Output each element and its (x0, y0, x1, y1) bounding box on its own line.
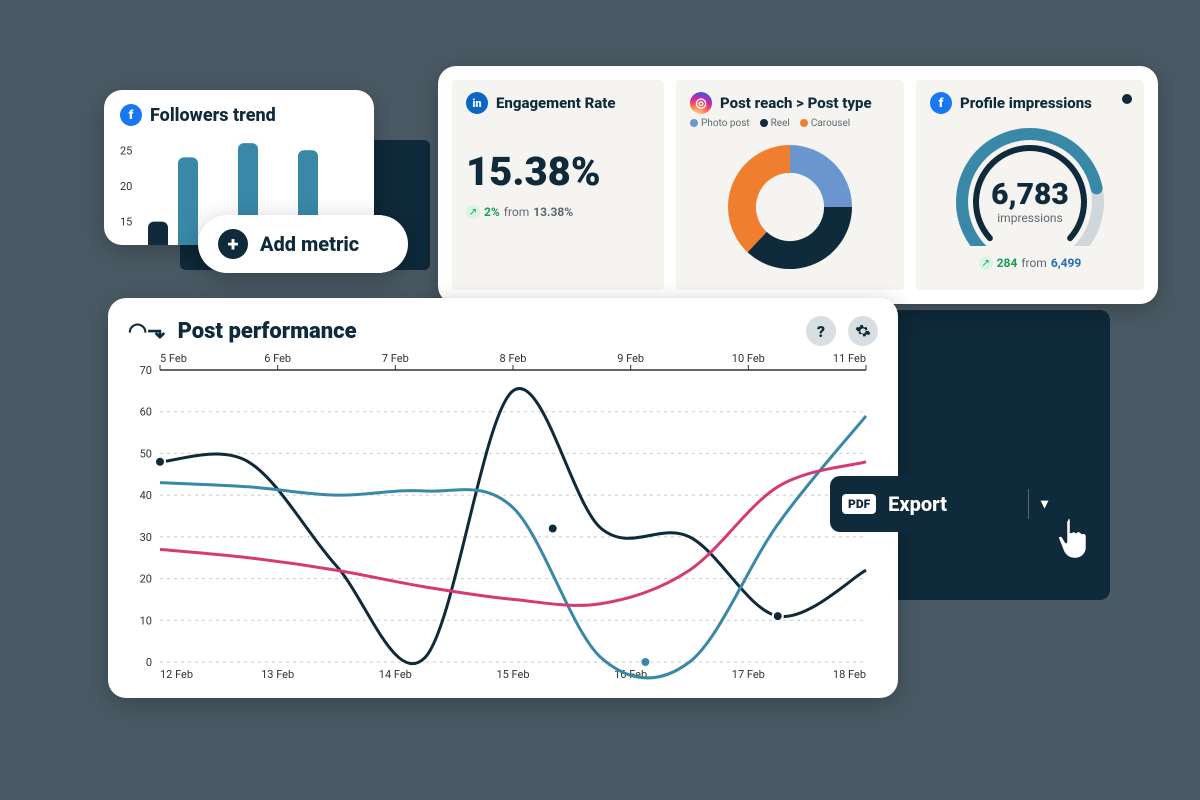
svg-text:70: 70 (140, 364, 152, 377)
svg-text:60: 60 (140, 406, 152, 419)
svg-text:7 Feb: 7 Feb (382, 352, 409, 365)
impressions-delta: ↗ 284 from 6,499 (930, 256, 1130, 270)
post-reach-title: Post reach > Post type (720, 94, 872, 112)
performance-line-chart: 0 10 20 30 40 50 60 70 5 Feb 6 Feb 7 Feb 8 Feb 9 Feb… (128, 346, 878, 686)
engagement-tile: in Engagement Rate 15.38% ↗ 2% from 13.3… (452, 80, 664, 290)
linkedin-icon: in (466, 92, 488, 114)
svg-text:6,783: 6,783 (991, 177, 1069, 212)
format-badge: PDF (842, 494, 876, 514)
svg-text:9 Feb: 9 Feb (617, 352, 644, 365)
svg-text:15: 15 (120, 216, 132, 229)
svg-text:40: 40 (140, 489, 152, 502)
svg-text:10 Feb: 10 Feb (732, 352, 765, 365)
settings-button[interactable] (848, 316, 878, 346)
svg-text:8 Feb: 8 Feb (500, 352, 527, 365)
status-dot-icon (1122, 94, 1132, 104)
metrics-row-card: in Engagement Rate 15.38% ↗ 2% from 13.3… (438, 66, 1158, 304)
svg-text:18 Feb: 18 Feb (833, 668, 866, 681)
chevron-down-icon[interactable]: ▾ (1041, 496, 1048, 512)
svg-text:20: 20 (140, 573, 152, 586)
svg-text:17 Feb: 17 Feb (732, 668, 765, 681)
svg-text:11 Feb: 11 Feb (833, 352, 866, 365)
add-metric-button[interactable]: + Add metric (198, 215, 408, 273)
facebook-icon: f (930, 92, 952, 114)
help-button[interactable]: ? (806, 316, 836, 346)
followers-title: Followers trend (150, 105, 276, 126)
engagement-title: Engagement Rate (496, 94, 616, 112)
svg-text:50: 50 (140, 447, 152, 460)
analytics-icon: ◠⬎ (128, 319, 166, 344)
export-label: Export (888, 492, 947, 516)
svg-text:12 Feb: 12 Feb (160, 668, 193, 681)
svg-text:20: 20 (120, 180, 132, 193)
post-reach-legend: Photo postReelCarousel (690, 118, 890, 129)
svg-text:15 Feb: 15 Feb (496, 668, 529, 681)
cursor-icon (1052, 514, 1096, 562)
add-metric-label: Add metric (260, 232, 359, 256)
svg-text:0: 0 (146, 656, 152, 669)
engagement-value: 15.38% (466, 148, 650, 195)
svg-text:30: 30 (140, 531, 152, 544)
separator (1028, 489, 1029, 519)
impressions-title: Profile impressions (960, 94, 1092, 112)
post-performance-card: ◠⬎ Post performance ? 0 10 20 30 40 50 60 70 5 F… (108, 298, 898, 698)
arrow-up-icon: ↗ (466, 205, 480, 219)
post-reach-donut (690, 135, 890, 275)
svg-text:10: 10 (140, 614, 152, 627)
arrow-up-icon: ↗ (979, 256, 993, 270)
export-button[interactable]: PDF Export ▾ (830, 476, 1060, 532)
svg-text:25: 25 (120, 144, 132, 157)
engagement-delta: ↗ 2% from 13.38% (466, 205, 650, 219)
instagram-icon: ◎ (690, 92, 712, 114)
svg-text:6 Feb: 6 Feb (264, 352, 291, 365)
performance-title: Post performance (178, 319, 357, 344)
svg-text:13 Feb: 13 Feb (261, 668, 294, 681)
svg-text:14 Feb: 14 Feb (379, 668, 412, 681)
svg-text:impressions: impressions (997, 211, 1062, 225)
svg-text:5 Feb: 5 Feb (160, 352, 187, 365)
facebook-icon: f (120, 104, 142, 126)
impressions-tile: f Profile impressions 6,783impressions ↗… (916, 80, 1144, 290)
post-reach-tile: ◎ Post reach > Post type Photo postReelC… (676, 80, 904, 290)
impressions-gauge: 6,783impressions (930, 116, 1130, 246)
plus-icon: + (218, 229, 248, 259)
gear-icon (855, 323, 871, 339)
